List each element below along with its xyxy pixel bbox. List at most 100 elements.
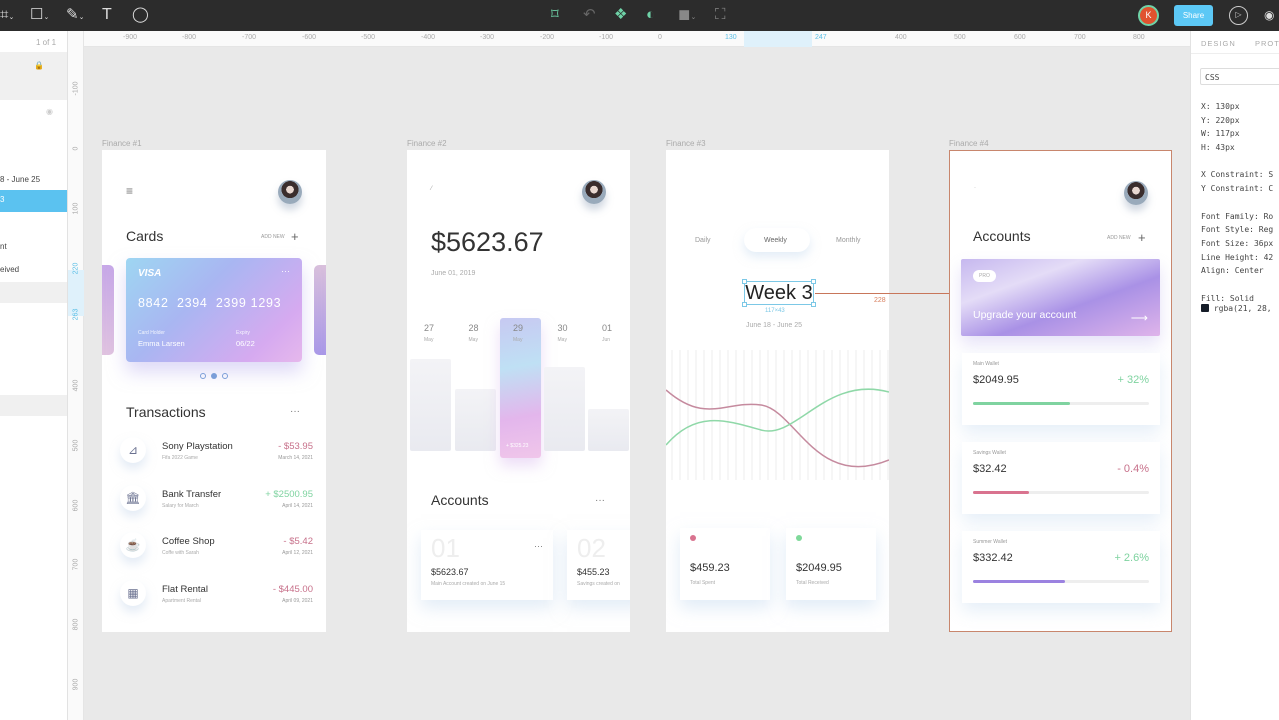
crop-icon[interactable]: ⛶: [715, 6, 726, 23]
transactions-title: Transactions: [126, 404, 206, 420]
ruler-tick-label: 100: [72, 202, 80, 215]
page-dot-active[interactable]: [211, 373, 217, 379]
undo-icon[interactable]: ↶: [583, 6, 596, 23]
code-format-select[interactable]: CSS: [1200, 68, 1279, 85]
fill-swatch[interactable]: [1201, 304, 1209, 312]
tab-weekly[interactable]: Weekly: [764, 237, 787, 244]
resize-handle[interactable]: [811, 302, 816, 307]
resize-handle[interactable]: [742, 302, 747, 307]
transaction-row[interactable]: ▦ Flat Rental Apartment Rental - $445.00 Apr…: [102, 584, 326, 624]
pro-badge: PRO: [973, 270, 996, 282]
week-title[interactable]: Week 3: [745, 282, 813, 304]
frame-label[interactable]: Finance #2: [407, 139, 447, 148]
pen-tool-icon[interactable]: ✎⌄: [66, 6, 85, 23]
card-next-peek[interactable]: [314, 265, 326, 355]
bar[interactable]: [454, 389, 496, 451]
transaction-name: Sony Playstation: [162, 441, 233, 452]
locked-layer-row[interactable]: 🔒: [0, 52, 67, 100]
bar[interactable]: [588, 409, 629, 451]
day-number: 28: [468, 323, 479, 333]
page-dot[interactable]: [200, 373, 206, 379]
layer-row-hover[interactable]: [0, 395, 67, 416]
wallet-amount: $332.42: [973, 552, 1013, 564]
plus-icon[interactable]: +: [291, 229, 299, 244]
card-prev-peek[interactable]: [102, 265, 114, 355]
frame-label[interactable]: Finance #4: [949, 139, 989, 148]
ruler-tick-label: 247: [815, 34, 827, 41]
avatar[interactable]: [582, 180, 606, 204]
back-icon[interactable]: ·: [974, 185, 976, 191]
layer-item[interactable]: 8 - June 25: [0, 175, 41, 184]
tab-daily[interactable]: Daily: [695, 237, 711, 244]
frame-label[interactable]: Finance #1: [102, 139, 142, 148]
wallet-change: + 32%: [1117, 374, 1150, 386]
credit-card[interactable]: VISA ··· 8842 2394 2399 1293 Card Holder…: [126, 258, 302, 362]
resize-handle[interactable]: [811, 279, 816, 284]
boolean-icon[interactable]: ◼⌄: [678, 6, 697, 23]
layer-row-hover[interactable]: [0, 282, 67, 303]
add-new-link[interactable]: ADD NEW: [1107, 235, 1131, 241]
card-more-icon[interactable]: ···: [281, 266, 290, 276]
day-month: May: [513, 337, 523, 343]
avatar[interactable]: [1124, 181, 1148, 205]
account-more-icon[interactable]: ···: [534, 541, 543, 551]
upgrade-banner[interactable]: PRO Upgrade your account ⟶: [961, 259, 1160, 336]
visibility-eye-icon[interactable]: ◉: [46, 107, 53, 116]
mask-icon[interactable]: ◐: [646, 6, 656, 23]
arrow-right-icon[interactable]: ⟶: [1130, 311, 1148, 325]
frame-select-icon[interactable]: ⌑: [551, 6, 559, 23]
css-property: X Constraint: S: [1201, 170, 1274, 180]
frame-finance-2[interactable]: ⁄ $5623.67 June 01, 2019 27 May 28 May + $32…: [407, 150, 630, 632]
account-sub: Main Account created on June 15: [431, 581, 506, 587]
more-icon[interactable]: ···: [290, 406, 300, 417]
user-avatar[interactable]: K: [1138, 5, 1159, 26]
wallet-card[interactable]: Main Wallet $2049.95 + 32%: [962, 353, 1160, 425]
account-card[interactable]: 02 $455.23 Savings created on: [567, 530, 630, 600]
transaction-row[interactable]: ☕ Coffee Shop Coffe with Sarah - $5.42 April…: [102, 536, 326, 576]
wallet-card[interactable]: Savings Wallet $32.42 - 0.4%: [962, 442, 1160, 514]
resize-handle[interactable]: [742, 279, 747, 284]
tab-monthly[interactable]: Monthly: [836, 237, 861, 244]
building-icon: ▦: [120, 580, 146, 606]
frame-finance-1[interactable]: ≡ Cards ADD NEW + VISA ··· 8842 2394 239…: [102, 150, 326, 632]
present-play-icon[interactable]: ▷: [1229, 6, 1248, 25]
component-icon[interactable]: ❖: [614, 6, 628, 23]
layer-item[interactable]: nt: [0, 242, 7, 251]
wallet-card[interactable]: Summer Wallet $332.42 + 2.6%: [962, 531, 1160, 603]
wallet-progress-fill: [973, 491, 1030, 494]
comment-tool-icon[interactable]: ◯: [132, 6, 149, 23]
share-button[interactable]: Share: [1174, 5, 1213, 26]
tab-design[interactable]: DESIGN: [1201, 39, 1236, 48]
wallet-change: - 0.4%: [1117, 463, 1149, 475]
back-icon[interactable]: ⁄: [431, 186, 433, 192]
bar[interactable]: [543, 367, 585, 451]
lock-icon[interactable]: 🔒: [34, 61, 44, 70]
week-range: June 18 - June 25: [746, 322, 803, 329]
frame-label[interactable]: Finance #3: [666, 139, 706, 148]
view-eye-icon[interactable]: ◉: [1264, 8, 1275, 22]
text-tool-icon[interactable]: T: [102, 6, 112, 23]
add-new-link[interactable]: ADD NEW: [261, 234, 285, 240]
transaction-amount: - $5.42: [283, 536, 313, 547]
tab-prototype[interactable]: PROT: [1255, 39, 1279, 48]
transaction-row[interactable]: ⊿ Sony Playstation Fifa 2022 Game - $53.95 M…: [102, 441, 326, 481]
frame-tool-icon[interactable]: ⌗⌄: [0, 6, 15, 23]
menu-icon[interactable]: ≡: [126, 184, 134, 198]
plus-icon[interactable]: +: [1138, 230, 1146, 245]
selected-text-week[interactable]: Week 3 117×43: [742, 279, 816, 314]
rectangle-tool-icon[interactable]: ☐⌄: [30, 6, 50, 23]
avatar[interactable]: [278, 180, 302, 204]
transaction-row[interactable]: 🏛 Bank Transfer Salary for March + $2500.95…: [102, 489, 326, 529]
bar[interactable]: [410, 359, 451, 451]
more-icon[interactable]: ···: [595, 495, 605, 506]
frame-finance-3[interactable]: Daily Weekly Monthly June 18 - June 25 $…: [666, 150, 889, 632]
account-card[interactable]: 01 ··· $5623.67 Main Account created on …: [421, 530, 553, 600]
layer-item[interactable]: eived: [0, 265, 20, 274]
spent-dot: [690, 535, 696, 541]
ruler-tick-label: 800: [72, 618, 80, 631]
bar-selected[interactable]: [500, 318, 541, 458]
ruler-tick-label: -100: [599, 34, 614, 41]
layer-item-selected[interactable]: 3: [0, 190, 67, 212]
page-dot[interactable]: [222, 373, 228, 379]
frame-finance-4-selected[interactable]: · Accounts ADD NEW + PRO Upgrade your ac…: [949, 150, 1172, 632]
